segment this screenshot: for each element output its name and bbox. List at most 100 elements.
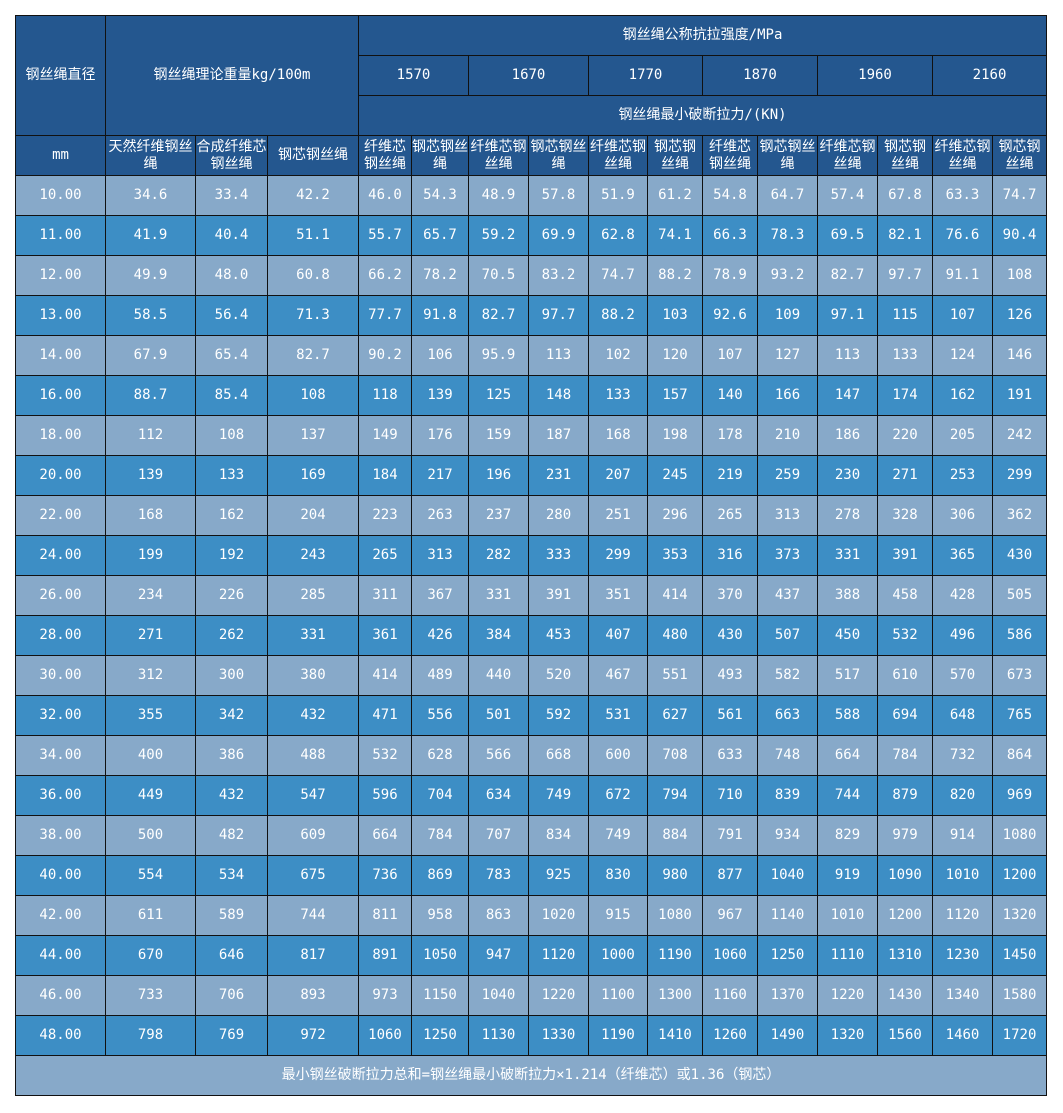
value-cell: 109 [757, 295, 818, 336]
table-row: 32.00 355 342 432 471 556 501 592 531 627 561 663 58… [15, 695, 1048, 736]
unit-header: mm [15, 135, 106, 176]
value-cell: 437 [757, 575, 818, 616]
diameter-cell: 22.00 [15, 495, 106, 536]
value-cell: 400 [105, 735, 196, 776]
diameter-cell: 16.00 [15, 375, 106, 416]
table-row: 13.00 58.5 56.4 71.3 77.7 91.8 82.7 97.7 88.2 103… [15, 295, 1048, 336]
value-cell: 1320 [817, 1015, 878, 1056]
diameter-cell: 26.00 [15, 575, 106, 616]
diameter-cell: 30.00 [15, 655, 106, 696]
value-cell: 668 [528, 735, 589, 776]
value-cell: 57.4 [817, 175, 878, 216]
table-row: 28.00 271 262 331 361 426 384 453 407 480 430 507 45… [15, 615, 1048, 656]
value-cell: 313 [411, 535, 469, 576]
value-cell: 71.3 [267, 295, 359, 336]
value-cell: 1260 [702, 1015, 758, 1056]
value-cell: 91.1 [932, 255, 993, 296]
table-row: 16.00 88.7 85.4 108 118 139 125 148 133 157 140 166… [15, 375, 1048, 416]
value-cell: 919 [817, 855, 878, 896]
value-cell: 1130 [468, 1015, 529, 1056]
value-cell: 102 [588, 335, 648, 376]
value-cell: 316 [702, 535, 758, 576]
value-cell: 76.6 [932, 215, 993, 256]
diameter-cell: 24.00 [15, 535, 106, 576]
grade-header: 1960 [817, 55, 933, 96]
value-cell: 791 [702, 815, 758, 856]
weight-col-header: 天然纤维钢丝绳 [105, 135, 196, 176]
value-cell: 733 [105, 975, 196, 1016]
table-row: 18.00 112 108 137 149 176 159 187 168 198 178 210 18… [15, 415, 1048, 456]
steel-core-header: 钢芯钢丝绳 [411, 135, 469, 176]
value-cell: 1010 [932, 855, 993, 896]
grade-header: 2160 [931, 55, 1048, 96]
value-cell: 82.7 [817, 255, 878, 296]
value-cell: 1410 [647, 1015, 703, 1056]
value-cell: 278 [817, 495, 878, 536]
value-cell: 507 [757, 615, 818, 656]
value-cell: 556 [411, 695, 469, 736]
value-cell: 333 [528, 535, 589, 576]
value-cell: 56.4 [195, 295, 268, 336]
value-cell: 146 [991, 335, 1048, 376]
value-cell: 230 [817, 455, 878, 496]
value-cell: 186 [817, 415, 878, 456]
value-cell: 367 [411, 575, 469, 616]
value-cell: 736 [358, 855, 412, 896]
value-cell: 947 [468, 935, 529, 976]
value-cell: 133 [877, 335, 933, 376]
value-cell: 107 [702, 335, 758, 376]
diameter-cell: 42.00 [15, 895, 106, 936]
value-cell: 505 [991, 575, 1048, 616]
value-cell: 148 [528, 375, 589, 416]
diameter-cell: 18.00 [15, 415, 106, 456]
value-cell: 554 [105, 855, 196, 896]
value-cell: 864 [991, 735, 1048, 776]
table-row: 12.00 49.9 48.0 60.8 66.2 78.2 70.5 83.2 74.7 88.… [15, 255, 1048, 296]
value-cell: 67.9 [105, 335, 196, 376]
value-cell: 245 [647, 455, 703, 496]
value-cell: 547 [267, 775, 359, 816]
value-cell: 97.7 [877, 255, 933, 296]
value-cell: 1060 [358, 1015, 412, 1056]
value-cell: 765 [991, 695, 1048, 736]
value-cell: 980 [647, 855, 703, 896]
value-cell: 54.3 [411, 175, 469, 216]
value-cell: 124 [932, 335, 993, 376]
value-cell: 501 [468, 695, 529, 736]
value-cell: 192 [195, 535, 268, 576]
diameter-cell: 38.00 [15, 815, 106, 856]
value-cell: 34.6 [105, 175, 196, 216]
value-cell: 299 [588, 535, 648, 576]
value-cell: 207 [588, 455, 648, 496]
value-cell: 1150 [411, 975, 469, 1016]
value-cell: 877 [702, 855, 758, 896]
value-cell: 108 [991, 255, 1048, 296]
value-cell: 162 [932, 375, 993, 416]
footer-note: 最小钢丝破断拉力总和=钢丝绳最小破断拉力×1.214（纤维芯）或1.36（钢芯） [14, 1055, 1048, 1096]
value-cell: 210 [757, 415, 818, 456]
value-cell: 174 [877, 375, 933, 416]
grade-header: 1870 [702, 55, 818, 96]
value-cell: 90.4 [991, 215, 1048, 256]
value-cell: 488 [267, 735, 359, 776]
value-cell: 64.7 [757, 175, 818, 216]
value-cell: 285 [267, 575, 359, 616]
value-cell: 353 [647, 535, 703, 576]
value-cell: 1220 [817, 975, 878, 1016]
value-cell: 834 [528, 815, 589, 856]
value-cell: 627 [647, 695, 703, 736]
value-cell: 1200 [991, 855, 1048, 896]
value-cell: 386 [195, 735, 268, 776]
value-cell: 157 [647, 375, 703, 416]
value-cell: 1250 [411, 1015, 469, 1056]
value-cell: 120 [647, 335, 703, 376]
value-cell: 633 [702, 735, 758, 776]
value-cell: 570 [932, 655, 993, 696]
value-cell: 199 [105, 535, 196, 576]
value-cell: 59.2 [468, 215, 529, 256]
value-cell: 259 [757, 455, 818, 496]
strength-header: 钢丝绳公称抗拉强度/MPa [357, 15, 1048, 56]
value-cell: 231 [528, 455, 589, 496]
value-cell: 48.0 [195, 255, 268, 296]
value-cell: 220 [877, 415, 933, 456]
